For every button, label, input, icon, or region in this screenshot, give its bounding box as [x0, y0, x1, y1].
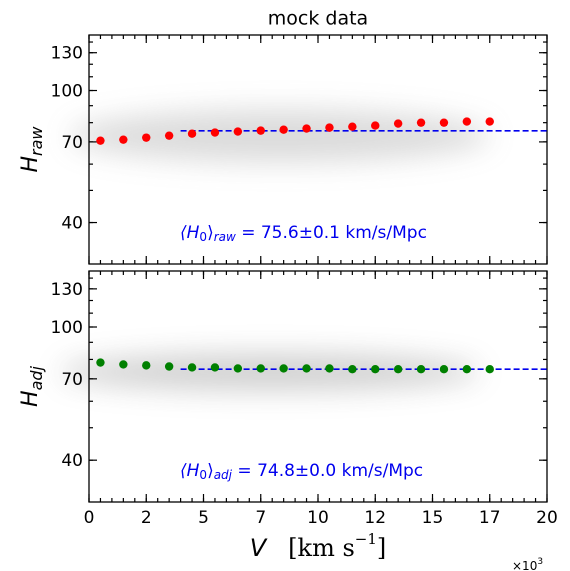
annotation-rest: = 74.8±0.0 km/s/Mpc	[232, 461, 423, 481]
x-multiplier-base: ×10	[512, 559, 537, 571]
x-tick-label: 17	[479, 508, 501, 528]
x-axis-label: V [km s−1]	[250, 530, 387, 562]
annotation-prefix: ⟨H	[180, 223, 200, 243]
data-point	[416, 118, 426, 127]
x-label-sup: −1	[355, 530, 377, 548]
data-point	[371, 121, 380, 130]
x-tick-label: 7	[255, 508, 266, 528]
data-point	[187, 363, 197, 372]
data-point	[210, 363, 220, 372]
x-tick-label: 0	[84, 508, 95, 528]
data-point	[325, 123, 334, 132]
data-point	[233, 364, 243, 373]
x-tick-label: 20	[536, 508, 558, 528]
data-point	[210, 128, 220, 137]
plot-frame	[88, 270, 548, 503]
data-point	[302, 124, 311, 133]
y-axis-label: Hadj	[18, 365, 46, 407]
data-point	[302, 364, 311, 373]
data-point	[325, 364, 334, 373]
x-multiplier-exp: 3	[537, 557, 543, 567]
data-point	[96, 136, 105, 145]
y-tick-label: 100	[51, 82, 83, 102]
data-point	[279, 125, 288, 134]
data-point	[256, 126, 265, 135]
annotation-rest: = 75.6±0.1 km/s/Mpc	[236, 223, 427, 243]
y-tick-label: 70	[61, 370, 83, 390]
annotation-sub: raw	[214, 230, 236, 244]
data-point	[348, 122, 357, 131]
x-tick-label: 5	[198, 508, 209, 528]
data-point	[142, 133, 151, 142]
y-tick-label: 130	[51, 280, 83, 300]
data-point	[371, 365, 380, 374]
x-tick-label: 12	[364, 508, 386, 528]
y-axis-label: Hraw	[18, 126, 46, 173]
data-point	[485, 117, 494, 126]
chart-title: mock data	[268, 8, 368, 30]
data-point	[279, 364, 288, 373]
data-point	[164, 131, 174, 140]
data-point	[96, 358, 105, 367]
y-tick-label: 70	[61, 133, 83, 153]
data-point	[119, 360, 128, 369]
y-tick-label: 40	[61, 451, 83, 471]
data-point	[439, 365, 449, 374]
data-point	[187, 129, 197, 138]
data-point	[462, 365, 472, 374]
annotation-sub: 0	[199, 468, 207, 482]
data-point	[416, 365, 426, 374]
data-point	[439, 118, 449, 127]
annotation: ⟨H0⟩adj = 74.8±0.0 km/s/Mpc	[180, 461, 423, 482]
data-point	[462, 117, 472, 126]
data-point	[348, 365, 357, 374]
data-point	[393, 119, 403, 128]
x-multiplier: ×103	[512, 557, 543, 571]
background-cloud	[60, 110, 490, 390]
data-point	[164, 362, 174, 371]
x-tick-label: 10	[307, 508, 329, 528]
data-point	[393, 365, 403, 374]
x-label-main: V	[250, 534, 268, 562]
y-label-sub: adj	[27, 365, 46, 390]
x-tick-label: 2	[141, 508, 152, 528]
y-label-main: H	[18, 390, 43, 407]
annotation-mid: ⟩	[207, 461, 214, 481]
y-tick-label: 40	[61, 214, 83, 234]
annotation: ⟨H0⟩raw = 75.6±0.1 km/s/Mpc	[180, 223, 427, 244]
y-label-main: H	[18, 156, 43, 173]
y-tick-label: 130	[51, 44, 83, 64]
y-label-sub: raw	[27, 126, 46, 156]
data-point	[119, 135, 128, 144]
data-point	[256, 364, 265, 373]
x-label-end: ]	[377, 534, 386, 562]
annotation-sub: adj	[214, 468, 233, 482]
y-tick-label: 100	[51, 318, 83, 338]
data-point	[485, 365, 494, 374]
data-point	[142, 361, 151, 370]
annotation-prefix: ⟨H	[180, 461, 200, 481]
annotation-sub: 0	[199, 230, 207, 244]
x-tick-label: 15	[422, 508, 444, 528]
x-label-unit: [km s	[288, 534, 355, 562]
data-point	[233, 127, 243, 136]
plot-frame	[88, 34, 548, 265]
annotation-mid: ⟩	[207, 223, 214, 243]
